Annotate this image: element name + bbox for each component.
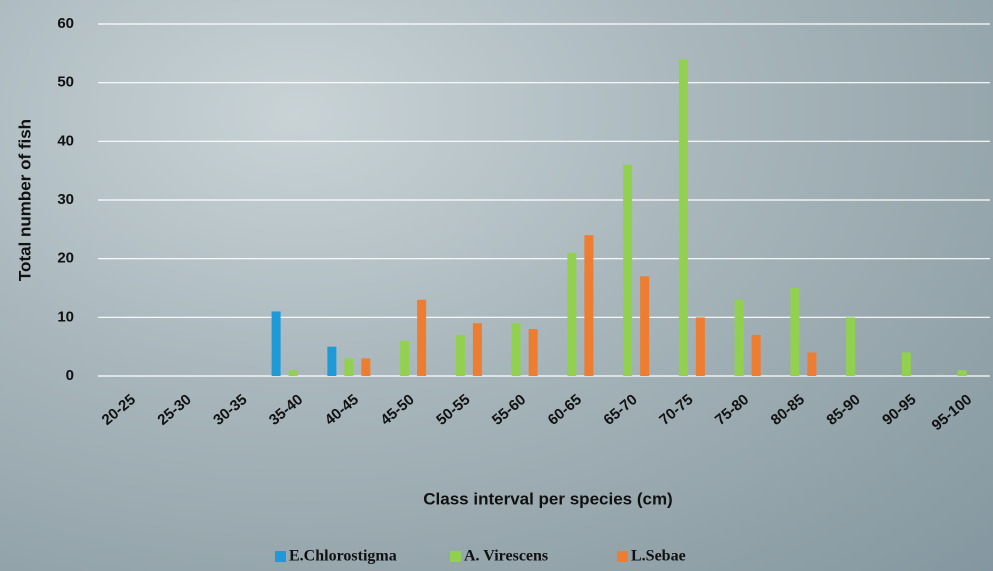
chart-container: Total number of fish Class interval per …: [0, 0, 993, 571]
x-tick-label: 70-75: [656, 391, 696, 429]
legend-label: A. Virescens: [464, 548, 548, 565]
bar: [361, 358, 370, 376]
bar: [752, 335, 761, 376]
x-tick-label: 45-50: [377, 391, 417, 429]
x-tick-label: 90-95: [879, 391, 919, 429]
bar: [529, 329, 538, 376]
x-tick-label: 25-30: [154, 391, 194, 429]
y-tick-label: 30: [57, 191, 74, 208]
bar: [512, 323, 521, 376]
x-tick-label: 75-80: [712, 391, 752, 429]
legend-label: L.Sebae: [631, 548, 686, 565]
x-tick-label: 65-70: [600, 391, 640, 429]
x-tick-label: 85-90: [823, 391, 863, 429]
chart: Total number of fish Class interval per …: [0, 0, 993, 571]
bar: [790, 288, 799, 376]
legend-swatch: [617, 551, 628, 562]
x-tick-label: 35-40: [266, 391, 306, 429]
bar: [272, 311, 281, 376]
x-tick-label: 50-55: [433, 391, 473, 429]
bar: [289, 370, 298, 376]
y-tick-label: 20: [57, 250, 74, 267]
x-tick-label: 40-45: [322, 391, 362, 429]
x-tick-label: 60-65: [545, 391, 585, 429]
legend-swatch: [275, 551, 286, 562]
x-tick-label: 20-25: [99, 391, 139, 429]
bar: [584, 235, 593, 376]
bar: [400, 341, 409, 376]
bar: [344, 358, 353, 376]
bar: [327, 347, 336, 376]
x-axis-title: Class interval per species (cm): [423, 489, 672, 508]
legend-swatch: [450, 551, 461, 562]
x-tick-label: 55-60: [489, 391, 529, 429]
bar: [623, 165, 632, 376]
x-tick-label: 95-100: [929, 391, 976, 434]
bar: [846, 317, 855, 376]
bar: [958, 370, 967, 376]
y-tick-label: 10: [57, 308, 74, 325]
bar: [473, 323, 482, 376]
y-tick-label: 60: [57, 15, 74, 32]
y-axis-title: Total number of fish: [15, 119, 34, 281]
y-tick-label: 50: [57, 74, 74, 91]
x-tick-label: 30-35: [210, 391, 250, 429]
bar: [640, 276, 649, 376]
bar: [696, 317, 705, 376]
bar: [735, 300, 744, 376]
bar: [679, 59, 688, 376]
bar: [807, 353, 816, 376]
bar: [456, 335, 465, 376]
bar: [417, 300, 426, 376]
legend-label: E.Chlorostigma: [289, 548, 397, 565]
y-tick-label: 0: [66, 367, 74, 384]
y-tick-label: 40: [57, 132, 74, 149]
x-tick-label: 80-85: [768, 391, 808, 429]
bar: [567, 253, 576, 376]
bar: [902, 353, 911, 376]
